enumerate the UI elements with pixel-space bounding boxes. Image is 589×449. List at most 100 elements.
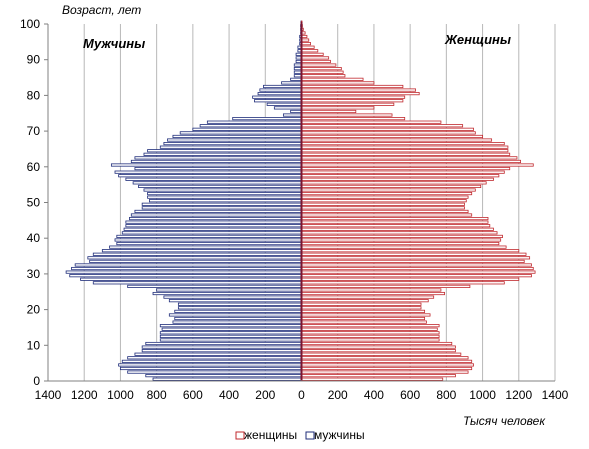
- male-bar-age-33: [89, 259, 302, 263]
- male-bar-age-83: [281, 81, 302, 85]
- male-bar-age-1: [145, 374, 302, 378]
- y-tick-label: 90: [27, 53, 41, 67]
- male-bar-age-41: [121, 231, 302, 235]
- male-bar-age-64: [147, 149, 302, 153]
- male-bar-age-30: [65, 270, 302, 274]
- female-bar-age-21: [301, 302, 422, 306]
- female-bar-age-84: [301, 77, 364, 81]
- female-bar-age-67: [301, 138, 493, 142]
- x-tick-label: 1200: [71, 388, 98, 402]
- male-bar-age-34: [87, 256, 302, 260]
- female-bar-age-5: [301, 359, 473, 363]
- male-bar-age-4: [118, 363, 302, 367]
- male-bar-age-82: [263, 84, 302, 89]
- female-bar-age-39: [301, 238, 502, 242]
- x-axis-title: Тысяч человек: [463, 414, 546, 428]
- female-bar-age-92: [301, 49, 319, 53]
- male-bar-age-52: [147, 192, 302, 196]
- female-bar-age-10: [301, 341, 453, 346]
- female-bar-age-89: [301, 59, 331, 64]
- male-bar-age-57: [118, 174, 302, 178]
- female-bar-age-48: [301, 206, 465, 210]
- male-bar-age-42: [123, 227, 302, 231]
- female-panel-label: Женщины: [444, 32, 511, 47]
- female-bar-age-3: [301, 366, 473, 371]
- male-bar-age-37: [109, 245, 302, 249]
- female-bar-age-69: [301, 131, 476, 135]
- x-tick-label: 400: [219, 388, 239, 402]
- female-bar-age-54: [301, 184, 482, 189]
- female-bar-age-72: [301, 120, 442, 124]
- female-bar-age-13: [301, 331, 440, 335]
- female-bar-age-1: [301, 374, 456, 378]
- x-tick-label: 600: [400, 388, 420, 402]
- y-axis-title: Возраст, лет: [62, 3, 141, 17]
- female-bar-age-71: [301, 124, 464, 128]
- male-bar-age-50: [148, 199, 302, 203]
- female-bar-age-37: [301, 245, 507, 249]
- female-bar-age-73: [301, 117, 406, 121]
- x-tick-label: 800: [436, 388, 456, 402]
- female-bar-age-29: [301, 274, 532, 278]
- female-bar-age-76: [301, 106, 375, 110]
- female-bar-age-90: [301, 56, 330, 60]
- y-axis-ticks: 0 10 20 30 40 50 60 70 80 90 100: [20, 17, 49, 388]
- female-bar-age-93: [301, 45, 315, 49]
- male-bar-age-15: [159, 324, 302, 328]
- male-bar-age-31: [71, 266, 302, 271]
- male-bar-age-7: [134, 352, 302, 356]
- female-bar-age-40: [301, 234, 503, 238]
- female-bar-age-43: [301, 224, 491, 228]
- x-tick-label: 1200: [505, 388, 532, 402]
- male-bar-age-77: [266, 102, 302, 106]
- female-bar-age-12: [301, 334, 440, 338]
- male-bar-age-84: [290, 77, 302, 81]
- male-bar-age-27: [92, 281, 302, 285]
- female-bar-age-63: [301, 152, 511, 156]
- female-bar-age-51: [301, 195, 469, 199]
- female-bar-age-55: [301, 181, 487, 185]
- female-bar-age-81: [301, 88, 416, 92]
- female-bar-age-2: [301, 370, 469, 374]
- female-bar-age-61: [301, 159, 521, 164]
- y-tick-label: 10: [27, 338, 41, 352]
- female-bar-age-95: [301, 38, 310, 42]
- male-bar-age-63: [143, 152, 302, 156]
- x-tick-label: 1400: [35, 388, 62, 402]
- male-bar-age-46: [130, 213, 302, 217]
- female-bar-age-56: [301, 177, 494, 181]
- female-bar-age-94: [301, 42, 311, 46]
- x-tick-label: 600: [183, 388, 203, 402]
- legend-label-female: женщины: [244, 428, 297, 442]
- male-bar-age-68: [172, 134, 302, 139]
- male-bar-age-40: [116, 234, 302, 238]
- female-bar-age-45: [301, 216, 489, 221]
- male-bar-age-21: [177, 302, 302, 306]
- female-bar-age-65: [301, 145, 509, 149]
- female-bar-age-60: [301, 163, 534, 167]
- male-bar-age-70: [192, 127, 302, 131]
- female-bar-age-22: [301, 299, 429, 303]
- female-bar-age-77: [301, 102, 395, 106]
- male-bar-age-66: [163, 142, 302, 146]
- female-bar-age-53: [301, 188, 476, 192]
- male-bar-age-5: [121, 359, 302, 363]
- female-bar-age-20: [301, 306, 422, 310]
- female-bar-age-47: [301, 209, 469, 213]
- y-tick-label: 70: [27, 124, 41, 138]
- male-bar-age-39: [114, 238, 302, 242]
- female-bar-age-88: [301, 63, 337, 67]
- female-bar-age-18: [301, 313, 431, 317]
- male-bar-age-16: [172, 320, 302, 324]
- male-bar-age-72: [206, 120, 302, 124]
- female-bar-age-82: [301, 84, 404, 89]
- female-bar-age-87: [301, 67, 342, 71]
- female-bar-age-25: [301, 288, 442, 292]
- male-bar-age-25: [156, 288, 302, 292]
- female-bar-age-59: [301, 167, 511, 171]
- female-bar-age-17: [301, 316, 426, 321]
- x-axis-ticks: 1400 1200 1000 800 600 400 200 0 200 400 600 800 100…: [35, 388, 569, 402]
- male-bar-age-29: [69, 274, 302, 278]
- female-bar-age-68: [301, 134, 483, 139]
- female-bar-age-11: [301, 338, 440, 342]
